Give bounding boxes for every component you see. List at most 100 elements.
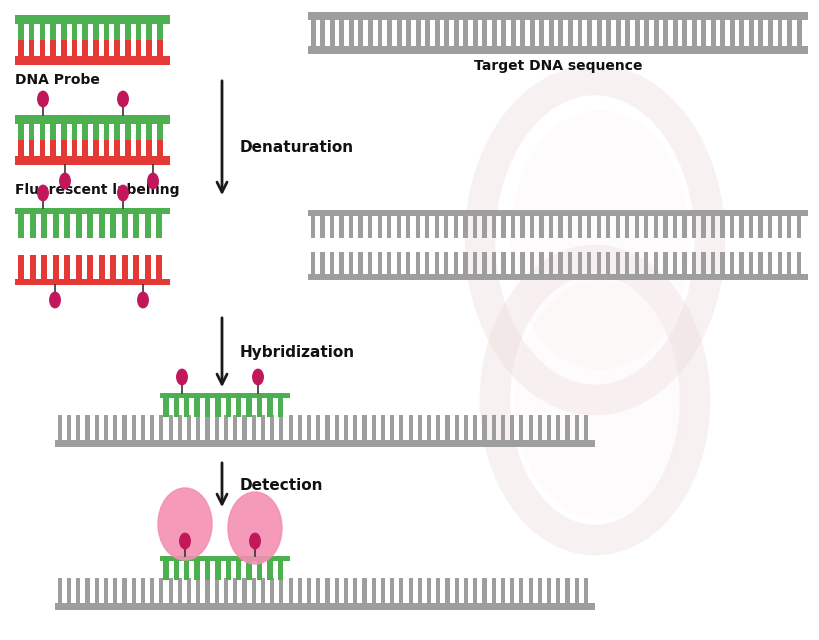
Bar [654,216,658,238]
Bar [549,216,554,238]
Bar [378,252,382,274]
Bar [88,255,93,279]
Bar [501,415,505,440]
Bar [427,415,431,440]
Bar [418,415,422,440]
Bar [55,603,595,610]
Bar [316,415,320,440]
Bar [409,578,413,603]
Bar [316,578,320,603]
Bar [308,274,808,280]
Ellipse shape [50,292,61,308]
Bar [501,578,505,603]
Bar [320,216,324,238]
Ellipse shape [138,292,148,308]
Bar [156,214,162,238]
Bar [65,214,70,238]
Bar [150,415,154,440]
Bar [549,20,554,47]
Bar [53,214,59,238]
Bar [682,216,686,238]
Bar [95,578,99,603]
Bar [197,578,201,603]
Bar [136,140,142,156]
Bar [510,578,514,603]
Bar [18,24,24,40]
Bar [344,578,348,603]
Bar [125,24,131,40]
Bar [104,140,109,156]
Bar [758,20,763,47]
Bar [511,252,515,274]
Ellipse shape [147,173,158,189]
Bar [511,20,516,47]
Text: DNA Probe: DNA Probe [15,73,100,87]
Bar [308,47,808,54]
Bar [768,252,772,274]
Bar [740,252,744,274]
Bar [122,578,127,603]
Bar [701,216,706,238]
Bar [147,140,152,156]
Bar [19,214,25,238]
Bar [18,140,24,156]
Bar [381,415,385,440]
Bar [435,252,439,274]
Bar [575,415,579,440]
Bar [730,20,735,47]
Bar [141,578,145,603]
Bar [409,415,413,440]
Bar [325,415,329,440]
Bar [270,415,274,440]
Bar [672,216,677,238]
Bar [464,216,468,238]
Bar [368,216,373,238]
Bar [711,20,716,47]
Bar [437,578,441,603]
Bar [83,124,88,140]
Bar [104,40,109,56]
Bar [540,20,545,47]
Bar [406,20,411,47]
Bar [577,252,581,274]
Bar [157,24,163,40]
Bar [575,578,579,603]
Bar [136,40,142,56]
Bar [206,415,210,440]
Bar [437,415,441,440]
Bar [749,252,753,274]
Bar [491,578,495,603]
Bar [349,252,353,274]
Bar [157,124,163,140]
Bar [61,140,66,156]
Bar [519,578,523,603]
Bar [311,20,316,47]
Text: Denaturation: Denaturation [240,141,354,156]
Bar [396,216,400,238]
Bar [711,216,715,238]
Bar [387,252,391,274]
Bar [584,578,588,603]
Bar [50,40,56,56]
Bar [635,216,639,238]
Bar [29,140,34,156]
Bar [587,20,592,47]
Bar [133,255,139,279]
Bar [233,415,238,440]
Bar [511,216,515,238]
Bar [400,415,404,440]
Bar [320,252,324,274]
Bar [528,415,532,440]
Bar [547,415,551,440]
Bar [768,216,772,238]
Bar [67,415,71,440]
Bar [279,415,283,440]
Ellipse shape [253,369,263,385]
Ellipse shape [515,280,685,520]
Bar [418,578,422,603]
Bar [330,20,335,47]
Bar [654,252,658,274]
Bar [682,20,687,47]
Bar [565,415,570,440]
Bar [15,156,170,165]
